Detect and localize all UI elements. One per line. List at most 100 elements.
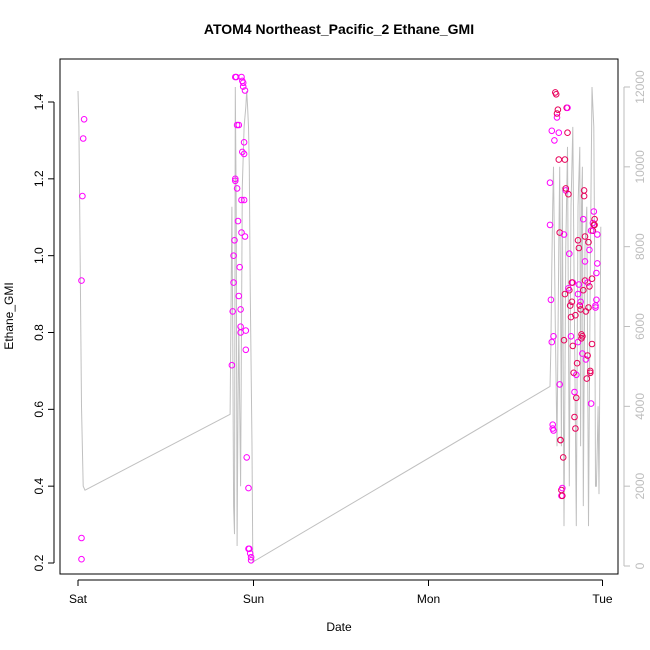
data-point bbox=[574, 338, 582, 346]
data-point bbox=[573, 359, 581, 367]
data-point bbox=[587, 367, 594, 375]
data-point bbox=[78, 534, 85, 542]
data-point bbox=[574, 290, 582, 298]
data-point bbox=[553, 114, 561, 121]
data-point bbox=[560, 336, 568, 344]
data-point bbox=[569, 342, 577, 350]
data-point bbox=[573, 394, 580, 402]
data-point bbox=[594, 260, 601, 267]
data-point bbox=[577, 298, 584, 306]
data-point bbox=[247, 557, 255, 564]
altitude-series-line bbox=[77, 86, 602, 563]
data-point bbox=[239, 83, 247, 90]
data-point bbox=[559, 454, 567, 461]
data-point bbox=[593, 296, 600, 304]
data-point bbox=[585, 304, 592, 311]
data-point bbox=[564, 129, 571, 136]
data-point bbox=[238, 73, 245, 81]
data-point bbox=[240, 139, 248, 146]
data-point bbox=[590, 208, 598, 215]
data-point bbox=[562, 185, 570, 192]
data-point bbox=[235, 292, 243, 300]
x-tick-label: Sun bbox=[243, 592, 264, 606]
data-point bbox=[571, 388, 578, 396]
altitude-line-group bbox=[77, 86, 602, 563]
data-point bbox=[79, 135, 87, 142]
data-point bbox=[79, 192, 86, 200]
data-point bbox=[561, 290, 569, 298]
data-point bbox=[241, 233, 249, 240]
data-point bbox=[546, 179, 554, 186]
data-point bbox=[559, 484, 566, 492]
y2-tick-label: 4000 bbox=[633, 393, 647, 420]
data-point bbox=[232, 177, 239, 185]
data-point bbox=[230, 279, 237, 286]
data-point bbox=[566, 250, 573, 257]
data-point bbox=[247, 553, 255, 561]
data-point bbox=[553, 110, 561, 117]
data-point bbox=[573, 371, 580, 379]
y-tick-label: 1.4 bbox=[32, 93, 46, 110]
x-tick-label: Sat bbox=[69, 592, 88, 606]
plot-frame bbox=[59, 58, 619, 575]
y-tick-label: 1.2 bbox=[32, 170, 46, 187]
data-point bbox=[555, 129, 563, 136]
data-point bbox=[587, 400, 595, 407]
data-point bbox=[586, 246, 593, 254]
data-point bbox=[584, 279, 591, 286]
chart-title: ATOM4 Northeast_Pacific_2 Ethane_GMI bbox=[204, 21, 474, 37]
data-point bbox=[560, 231, 568, 238]
data-point bbox=[80, 116, 88, 123]
data-point bbox=[240, 196, 248, 204]
y-axis-label: Ethane_GMI bbox=[2, 282, 16, 349]
data-point bbox=[235, 121, 243, 129]
data-point bbox=[246, 550, 254, 557]
data-point bbox=[594, 231, 601, 238]
x-tick-label: Mon bbox=[417, 592, 440, 606]
data-point bbox=[561, 156, 569, 163]
data-point bbox=[575, 281, 583, 288]
data-point bbox=[230, 252, 237, 259]
data-point bbox=[591, 221, 598, 229]
data-points-group bbox=[78, 73, 601, 564]
data-point bbox=[246, 545, 253, 553]
data-point bbox=[556, 381, 564, 388]
data-point bbox=[572, 425, 579, 432]
data-point bbox=[583, 375, 591, 382]
data-point bbox=[587, 369, 594, 377]
data-point bbox=[546, 221, 554, 229]
data-point bbox=[565, 190, 572, 198]
data-point bbox=[243, 454, 250, 461]
data-point bbox=[239, 148, 246, 156]
data-point bbox=[242, 346, 250, 354]
data-point bbox=[585, 238, 592, 246]
data-point bbox=[237, 306, 244, 313]
data-point bbox=[231, 237, 238, 244]
data-point bbox=[234, 217, 242, 225]
y2-tick-label: 2000 bbox=[633, 472, 647, 499]
y-tick-label: 0.6 bbox=[32, 401, 46, 418]
data-point bbox=[575, 244, 583, 252]
data-point bbox=[580, 192, 588, 200]
data-point bbox=[581, 233, 589, 240]
data-point bbox=[574, 237, 582, 244]
y2-tick-label: 8000 bbox=[633, 233, 647, 260]
data-point bbox=[588, 340, 596, 348]
data-point bbox=[580, 286, 587, 294]
y-axis: 0.2 0.4 0.6 0.8 1.0 1.2 1.4 bbox=[32, 93, 55, 571]
x-axis-label: Date bbox=[326, 620, 352, 634]
data-point bbox=[592, 304, 599, 311]
y2-tick-label: 6000 bbox=[633, 313, 647, 340]
data-point bbox=[576, 302, 584, 309]
data-point bbox=[550, 427, 557, 434]
data-point bbox=[550, 333, 557, 340]
data-point bbox=[572, 311, 579, 319]
y-tick-label: 0.2 bbox=[32, 554, 46, 571]
data-point bbox=[565, 285, 572, 292]
data-point bbox=[552, 91, 560, 98]
data-point bbox=[568, 279, 576, 286]
data-point bbox=[551, 137, 558, 144]
data-point bbox=[568, 298, 576, 306]
data-point bbox=[237, 323, 244, 331]
data-point bbox=[571, 413, 578, 421]
